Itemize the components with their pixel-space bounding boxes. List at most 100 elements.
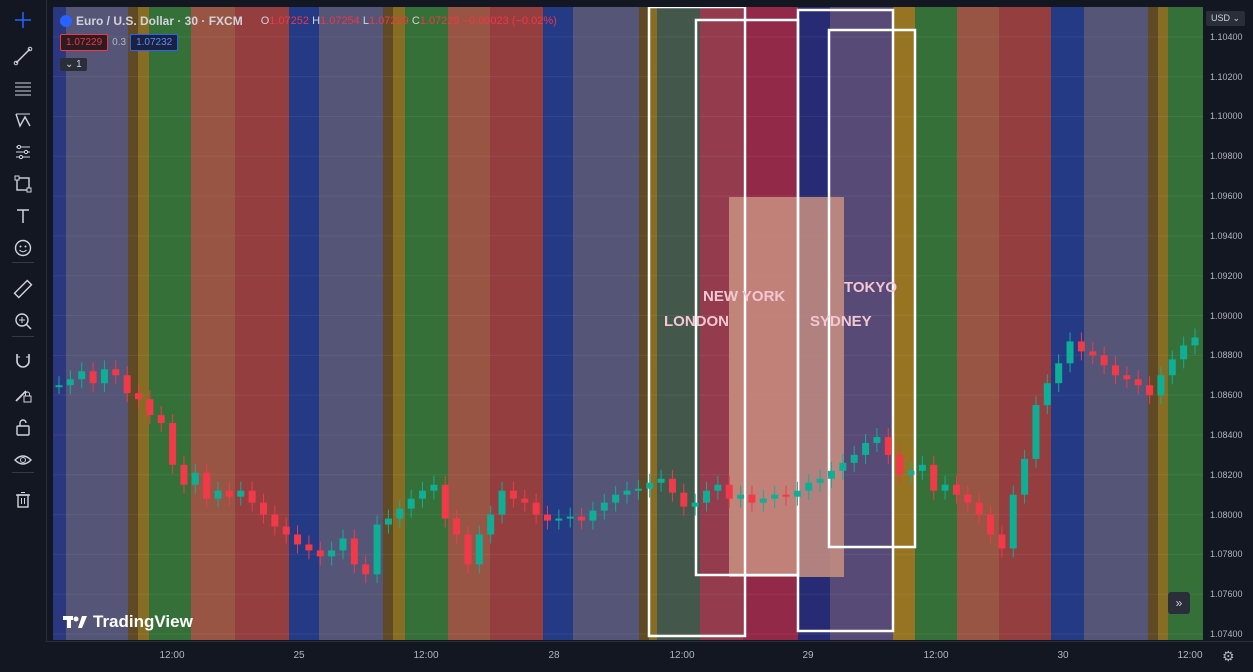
ohlc-high-label: H [312,15,321,27]
chart-plot-area[interactable]: LONDON NEW YORK SYDNEY TOKYO [53,7,1203,640]
candle [782,494,790,497]
candle [1168,359,1176,376]
price-tick: 1.10000 [1210,111,1243,122]
candle [441,484,449,519]
price-tick: 1.08200 [1210,469,1243,480]
candle [282,526,290,535]
price-tick: 1.07400 [1210,629,1243,640]
trend-line-icon[interactable] [9,42,37,70]
price-tick: 1.07800 [1210,549,1243,560]
session-band [657,7,700,640]
price-tick: 1.09200 [1210,270,1243,281]
eye-icon[interactable] [9,446,37,474]
candle [271,514,279,527]
price-tick: 1.08800 [1210,350,1243,361]
session-box-tokyo-fill [729,197,844,577]
session-band [235,7,289,640]
candle [339,538,347,551]
candle [1157,375,1165,396]
candle [1009,494,1017,549]
session-band [383,7,393,640]
price-tick: 1.08000 [1210,509,1243,520]
currency-selector[interactable]: USD ⌄ [1206,11,1246,26]
candle [1123,375,1131,380]
pattern-icon[interactable] [9,106,37,134]
candle [1077,341,1085,352]
lock-drawing-icon[interactable] [9,380,37,408]
session-box [647,7,747,638]
ohlc-values: O1.07252 H1.07254 L1.07229 C1.07229 −0.0… [261,15,557,27]
candle [78,371,86,380]
candle [816,478,824,483]
candle [657,478,665,483]
candle [987,514,995,535]
time-tick: 12:00 [1177,650,1203,661]
emoji-icon[interactable] [9,234,37,262]
candle [566,516,574,519]
shapes-icon[interactable] [9,170,37,198]
candle [771,494,779,499]
crosshair-icon[interactable] [9,6,37,34]
text-icon[interactable] [9,202,37,230]
session-band [138,7,149,640]
candle [248,490,256,503]
tradingview-logo-icon [63,616,87,628]
candle [896,454,904,475]
session-band [543,7,573,640]
symbol-header[interactable]: Euro / U.S. Dollar · 30 · FXCM O1.07252 … [60,11,557,31]
candle [396,508,404,519]
ruler-icon[interactable] [9,275,37,303]
price-chart[interactable]: LONDON NEW YORK SYDNEY TOKYO [53,7,1203,640]
lock-icon[interactable] [9,413,37,441]
toolbar-separator [12,336,34,337]
candle [180,464,188,485]
collapse-indicators-button[interactable]: ⌄ 1 [60,58,87,71]
price-axis[interactable]: 1.10400 1.10200 1.10000 1.09800 1.09600 1.094… [1203,7,1253,640]
sell-button[interactable]: 1.07229 [60,34,109,51]
candle [725,484,733,499]
time-tick: 28 [548,650,560,661]
candle [714,484,722,491]
scroll-to-realtime-button[interactable]: » [1168,592,1190,614]
candle [907,470,915,475]
candle [1146,385,1154,396]
toolbar-separator [12,472,34,473]
price-tick: 1.10400 [1210,31,1243,42]
session-label-new-york: NEW YORK [703,288,785,305]
time-tick: 30 [1057,650,1069,661]
magnet-icon[interactable] [9,347,37,375]
candle [259,502,267,515]
candle [759,498,767,503]
ohlc-change: −0.00023 (−0.02%) [462,15,557,27]
candle [850,454,858,463]
candle [862,442,870,455]
candle [543,514,551,521]
trash-icon[interactable] [9,486,37,514]
candle [135,393,143,400]
fib-icon[interactable] [9,74,37,102]
buy-button[interactable]: 1.07232 [130,34,179,51]
symbol-title[interactable]: Euro / U.S. Dollar · 30 · FXCM [76,14,243,28]
candle [1021,458,1029,495]
candle [373,524,381,575]
zoom-in-icon[interactable] [9,307,37,335]
session-band [573,7,639,640]
candle [294,534,302,545]
forecast-icon[interactable] [9,138,37,166]
candle [157,415,165,424]
settings-icon[interactable]: ⚙ [1222,648,1235,664]
candle [793,490,801,497]
candle [498,490,506,515]
candle [521,498,529,503]
candle [487,514,495,535]
time-axis[interactable]: 12:00 25 12:00 28 12:00 29 12:00 30 12:00 [46,641,1253,672]
candle [453,518,461,535]
candle [225,490,233,497]
candle [964,494,972,503]
candle [1066,341,1074,364]
candle [316,550,324,557]
tradingview-logo: TradingView [63,612,193,632]
candle [430,484,438,491]
toolbar-separator [12,262,34,263]
candle [55,385,63,388]
